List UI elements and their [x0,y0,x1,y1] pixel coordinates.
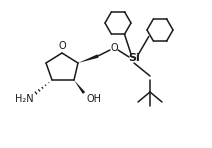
Text: O: O [110,43,118,53]
Text: O: O [58,41,66,50]
Text: OH: OH [86,94,101,104]
Polygon shape [74,80,85,94]
Text: Si: Si [128,53,140,63]
Text: H₂N: H₂N [15,94,34,104]
Polygon shape [78,54,99,63]
